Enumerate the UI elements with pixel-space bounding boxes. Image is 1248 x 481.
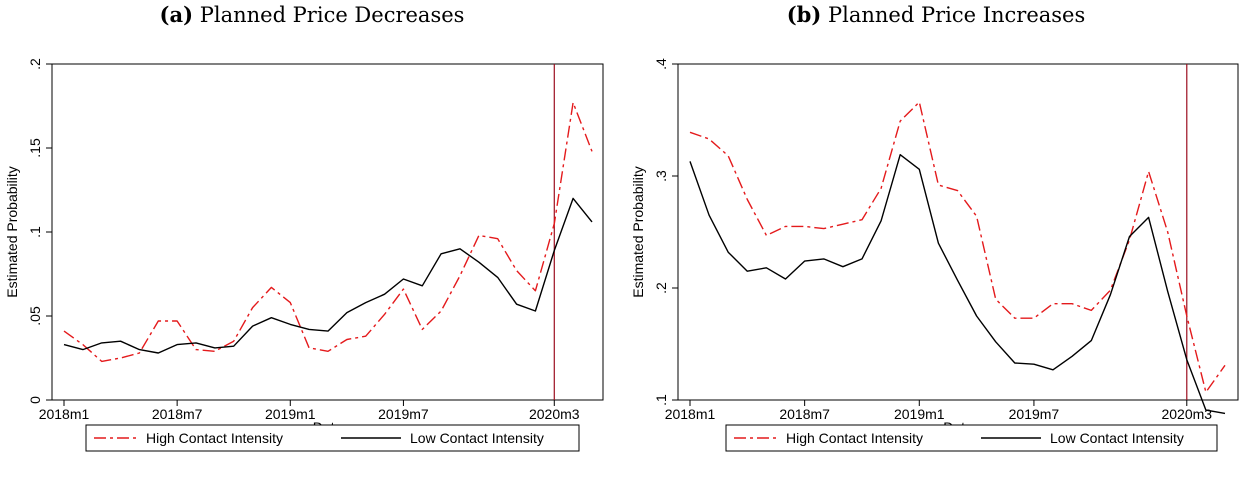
x-tick-label: 2018m1 xyxy=(665,406,716,422)
chart-title-tag-a: (a) xyxy=(159,2,194,27)
y-tick-label: .2 xyxy=(27,58,43,70)
series-line-low xyxy=(63,197,593,354)
legend-box xyxy=(85,424,580,452)
legend-box xyxy=(725,424,1218,452)
chart-title-a: (a) Planned Price Decreases xyxy=(0,2,624,27)
y-tick-label: 0 xyxy=(27,396,43,404)
x-tick-label: 2020m3 xyxy=(1161,406,1212,422)
legend-label-high: High Contact Intensity xyxy=(146,430,283,446)
y-tick-label: .4 xyxy=(653,58,669,70)
chart-title-text-b: Planned Price Increases xyxy=(827,3,1086,27)
chart-title-b: (b) Planned Price Increases xyxy=(624,2,1248,27)
plot-frame xyxy=(51,63,604,401)
legend-label-high: High Contact Intensity xyxy=(786,430,923,446)
y-tick-label: .3 xyxy=(653,170,669,182)
y-tick-label: .2 xyxy=(653,282,669,294)
x-tick-label: 2018m7 xyxy=(152,406,203,422)
line-chart-a: 0 .05 .1 .15 .2 2018m1 2018m7 2019m1 2019m7 2020m… xyxy=(4,58,604,452)
plot-frame xyxy=(677,63,1239,401)
y-tick-label: .1 xyxy=(27,226,43,238)
series-line-low xyxy=(689,153,1226,415)
x-tick-label: 2020m3 xyxy=(529,406,580,422)
chart-panel-a: (a) Planned Price Decreases 0 .05 .1 .15 .2 2… xyxy=(0,2,624,452)
chart-title-tag-b: (b) xyxy=(786,2,822,27)
chart-panel-b: (b) Planned Price Increases .1 .2 .3 .4 2018… xyxy=(624,0,1248,481)
x-tick-label: 2019m7 xyxy=(378,406,429,422)
y-axis-label: Estimated Probability xyxy=(630,166,646,298)
series-line-high xyxy=(689,101,1226,393)
legend-label-low: Low Contact Intensity xyxy=(1050,430,1184,446)
y-tick-label: .1 xyxy=(653,394,669,406)
y-axis-label: Estimated Probability xyxy=(4,166,20,298)
x-tick-label: 2018m1 xyxy=(39,406,90,422)
x-tick-label: 2019m1 xyxy=(265,406,316,422)
y-tick-label: .15 xyxy=(27,138,43,158)
line-chart-b: .1.2.3.42018m12018m72019m12019m72020m3Da… xyxy=(630,58,1239,452)
series-line-high xyxy=(63,101,593,363)
x-tick-label: 2019m1 xyxy=(894,406,945,422)
x-tick-label: 2018m7 xyxy=(779,406,830,422)
legend-label-low: Low Contact Intensity xyxy=(410,430,544,446)
y-tick-label: .05 xyxy=(27,306,43,326)
x-tick-label: 2019m7 xyxy=(1009,406,1060,422)
chart-title-text-a: Planned Price Decreases xyxy=(199,3,465,27)
